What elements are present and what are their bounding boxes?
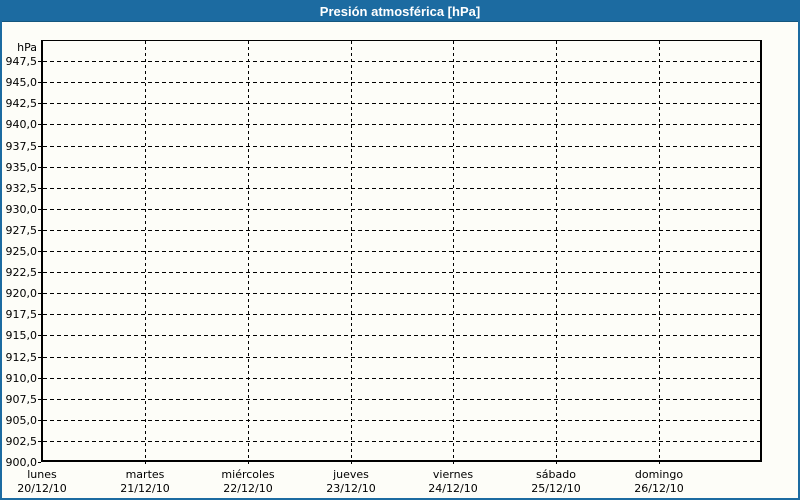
x-gridline [659,41,660,467]
y-tick-label: 940,0 [5,118,38,131]
y-tick-label: 917,5 [5,308,38,321]
y-gridline [43,124,760,125]
y-gridline [43,230,760,231]
x-day-name: martes [125,468,165,481]
y-tick-label: 930,0 [5,203,38,216]
y-gridline [43,420,760,421]
y-tick [38,230,41,231]
y-tick-label: 905,0 [5,414,38,427]
y-tick-label: 912,5 [5,351,38,364]
y-tick [38,399,41,400]
x-day-date: 25/12/10 [531,482,581,495]
y-tick-label: 937,5 [5,140,38,153]
y-tick [38,272,41,273]
y-gridline [43,167,760,168]
y-axis-unit-label: hPa [17,41,37,54]
x-day-date: 21/12/10 [120,482,170,495]
x-day-date: 20/12/10 [17,482,67,495]
y-tick-label: 925,0 [5,245,38,258]
y-tick [38,209,41,210]
y-tick-label: 922,5 [5,266,38,279]
x-gridline [145,41,146,467]
y-tick [38,188,41,189]
y-tick-label: 920,0 [5,287,38,300]
y-tick-label: 927,5 [5,224,38,237]
y-tick [38,293,41,294]
y-tick-label: 910,0 [5,372,38,385]
x-day-name: viernes [432,468,474,481]
x-day-date: 26/12/10 [634,482,684,495]
y-gridline [43,188,760,189]
y-gridline [43,272,760,273]
chart-title: Presión atmosférica [hPa] [2,2,798,22]
y-tick-label: 907,5 [5,393,38,406]
x-day-date: 23/12/10 [326,482,376,495]
x-tick-label: lunes 20/12/10 [2,468,97,496]
y-gridline [43,82,760,83]
y-tick [38,462,41,463]
x-tick-label: martes 21/12/10 [90,468,200,496]
y-gridline [43,146,760,147]
x-day-name: sábado [536,468,576,481]
y-tick [38,124,41,125]
y-tick [38,357,41,358]
x-gridline [248,41,249,467]
x-day-date: 22/12/10 [223,482,273,495]
x-day-name: miércoles [221,468,275,481]
y-tick-label: 915,0 [5,329,38,342]
y-tick [38,146,41,147]
y-gridline [43,378,760,379]
y-tick-label: 945,0 [5,76,38,89]
x-gridline [556,41,557,467]
x-gridline [351,41,352,467]
x-tick-label: sábado 25/12/10 [501,468,611,496]
y-tick-label: 932,5 [5,182,38,195]
y-gridline [43,61,760,62]
x-day-name: domingo [634,468,684,481]
y-gridline [43,441,760,442]
y-tick [38,82,41,83]
y-tick [38,167,41,168]
y-gridline [43,314,760,315]
y-gridline [43,103,760,104]
y-tick [38,335,41,336]
y-tick [38,103,41,104]
x-gridline [453,41,454,467]
x-day-name: jueves [333,468,369,481]
x-day-date: 24/12/10 [428,482,478,495]
y-tick [38,420,41,421]
y-gridline [43,251,760,252]
y-gridline [43,335,760,336]
x-tick-label: domingo 26/12/10 [604,468,714,496]
y-gridline [43,209,760,210]
y-tick [38,378,41,379]
x-tick-label: jueves 23/12/10 [296,468,406,496]
y-tick [38,251,41,252]
y-gridline [43,399,760,400]
y-tick-label: 902,5 [5,435,38,448]
x-tick-label: miércoles 22/12/10 [193,468,303,496]
y-tick [38,314,41,315]
x-day-name: lunes [27,468,57,481]
y-tick [38,61,41,62]
y-tick-label: 942,5 [5,97,38,110]
x-tick-label: viernes 24/12/10 [398,468,508,496]
y-tick-label: 947,5 [5,55,38,68]
y-tick [38,441,41,442]
y-gridline [43,357,760,358]
y-tick-label: 935,0 [5,161,38,174]
y-gridline [43,293,760,294]
y-tick-label: 900,0 [5,456,38,469]
